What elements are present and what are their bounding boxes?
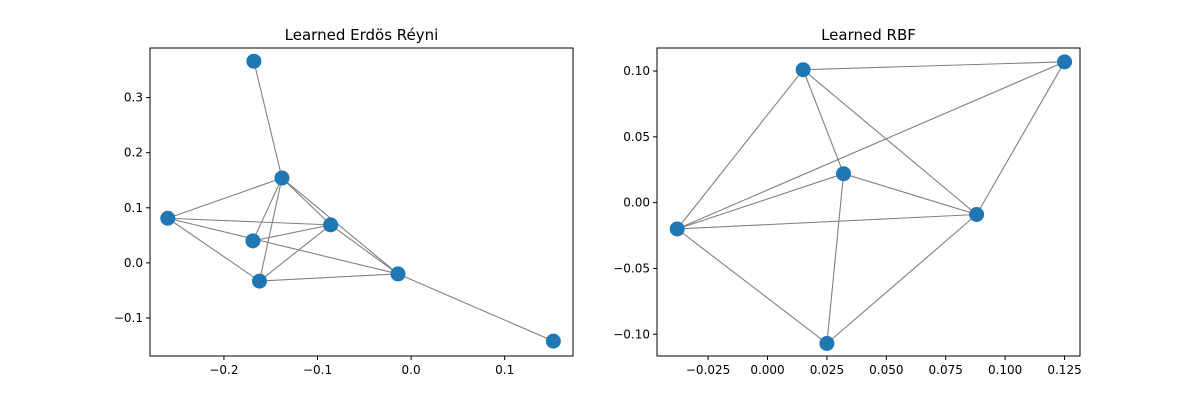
graph-edge xyxy=(397,273,554,342)
x-tick-label: 0.125 xyxy=(1047,363,1081,377)
graph-edge xyxy=(281,177,331,226)
graph-node xyxy=(836,166,852,182)
graph-edge xyxy=(258,177,283,282)
graph-edge xyxy=(676,61,1065,230)
graph-edge xyxy=(259,273,399,282)
x-tick-label: −0.025 xyxy=(686,363,730,377)
x-tick-label: 0.100 xyxy=(988,363,1022,377)
graph-node xyxy=(545,333,561,349)
y-tick-label: 0.3 xyxy=(124,91,143,105)
graph-node xyxy=(390,266,406,282)
graph-edge xyxy=(252,177,283,242)
graph-edge xyxy=(281,177,399,275)
erdos-renyi-graph-chart: Learned Erdös Réyni −0.2 −0.1 0.0 0.1 −0.1 0.… xyxy=(114,26,574,377)
chart-title-rbf: Learned RBF xyxy=(821,26,916,44)
graph-edge xyxy=(167,217,331,226)
y-tick-label: 0.0 xyxy=(124,256,143,270)
graph-edge xyxy=(976,61,1066,215)
graph-node xyxy=(1057,54,1073,70)
y-tick-label: 0.10 xyxy=(623,64,650,78)
graph-edge xyxy=(843,173,977,216)
graph-node xyxy=(323,217,339,233)
x-tick-label: −0.1 xyxy=(303,363,332,377)
rbf-graph-chart: Learned RBF −0.025 0.000 0.025 0.050 0.075 0.… xyxy=(613,26,1082,377)
axes-frame xyxy=(149,47,574,357)
graph-edge xyxy=(253,61,283,179)
graph-edge xyxy=(167,177,283,219)
graph-edge xyxy=(259,224,331,282)
x-tick-label: 0.000 xyxy=(750,363,784,377)
graph-node xyxy=(274,170,290,186)
axes-frame xyxy=(656,47,1081,357)
graph-edge xyxy=(803,61,1065,71)
graph-edge xyxy=(802,69,845,174)
graph-node xyxy=(246,53,262,69)
graph-edge xyxy=(330,224,399,275)
y-tick-label: −0.05 xyxy=(613,261,650,275)
y-tick-label: 0.05 xyxy=(623,130,650,144)
y-tick-label: −0.1 xyxy=(114,311,143,325)
graph-edge xyxy=(167,217,260,282)
x-tick-label: 0.1 xyxy=(495,363,514,377)
graph-edge xyxy=(676,69,804,230)
graph-edge xyxy=(677,213,977,230)
chart-title-erdos-renyi: Learned Erdös Réyni xyxy=(285,26,439,44)
graph-node xyxy=(251,273,267,289)
graph-edge xyxy=(802,69,977,215)
graph-node xyxy=(969,207,985,223)
graph-node xyxy=(245,233,261,249)
graph-edge xyxy=(677,173,844,230)
graph-edge xyxy=(676,228,828,344)
y-tick-label: 0.00 xyxy=(623,196,650,210)
graph-edge xyxy=(826,173,845,344)
y-tick-label: 0.2 xyxy=(124,146,143,160)
graph-edge xyxy=(252,224,331,242)
graph-node xyxy=(160,210,176,226)
graph-node xyxy=(795,62,811,78)
graph-node xyxy=(669,221,685,237)
y-tick-label: −0.10 xyxy=(613,327,650,341)
x-tick-label: 0.0 xyxy=(402,363,421,377)
x-tick-label: 0.025 xyxy=(810,363,844,377)
graph-node xyxy=(819,335,835,351)
graph-edge xyxy=(826,214,977,344)
x-tick-label: 0.050 xyxy=(869,363,903,377)
x-tick-label: 0.075 xyxy=(929,363,963,377)
graph-edge xyxy=(167,217,399,275)
x-tick-label: −0.2 xyxy=(209,363,238,377)
y-tick-label: 0.1 xyxy=(124,201,143,215)
